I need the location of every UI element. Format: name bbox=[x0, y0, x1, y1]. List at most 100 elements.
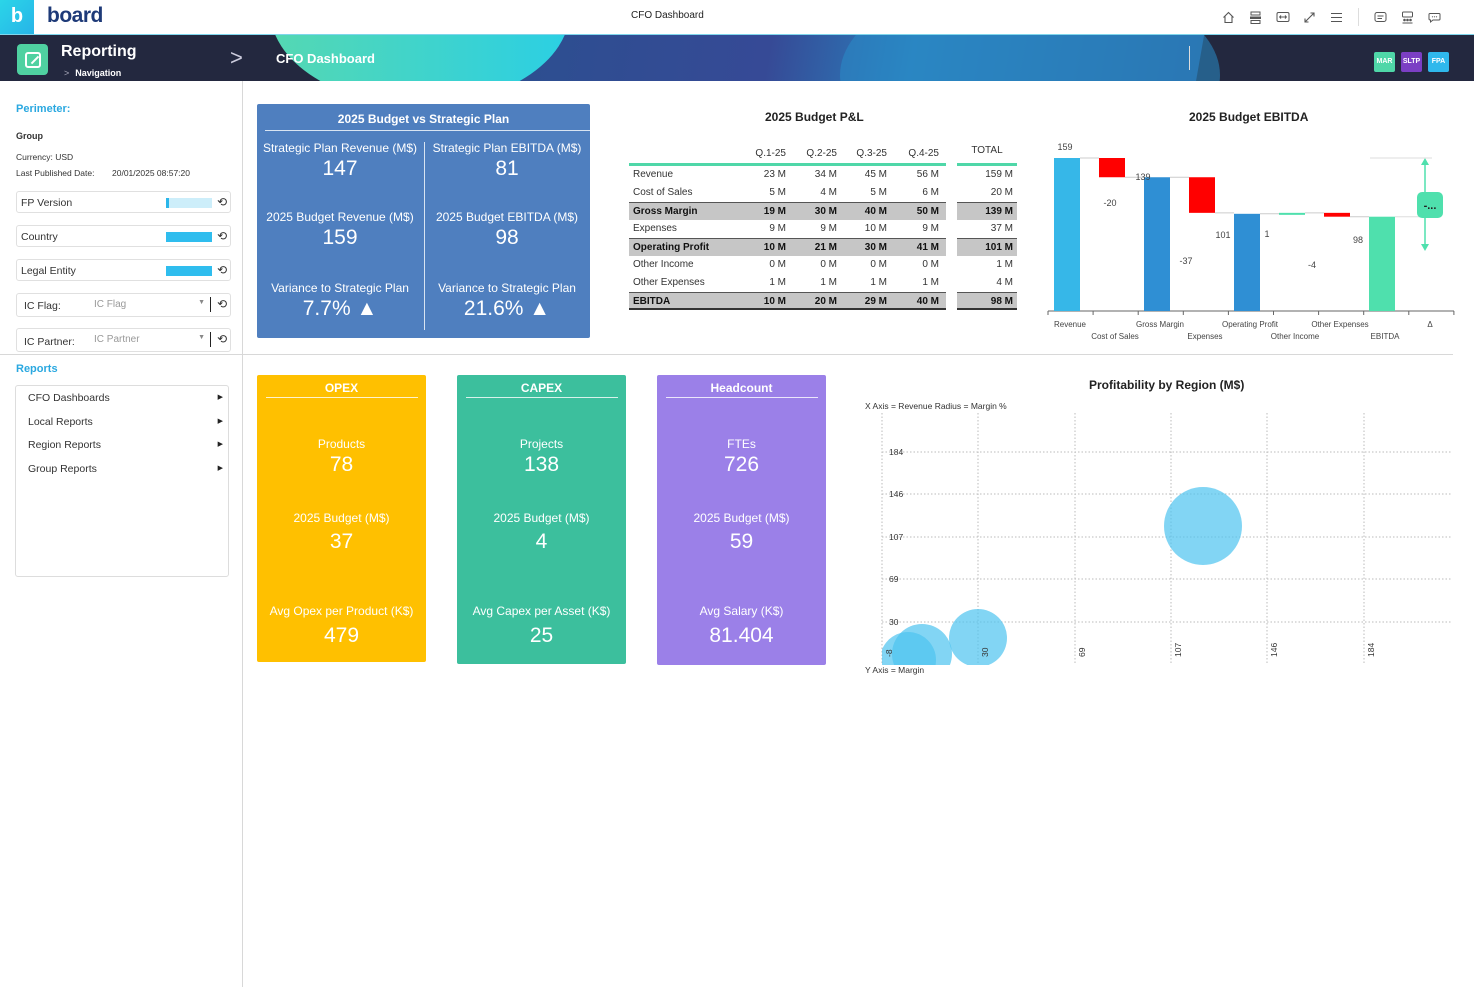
dropdown-divider bbox=[210, 297, 211, 312]
cell-value: 0 M bbox=[769, 259, 786, 270]
group-label: Group bbox=[16, 131, 43, 141]
svg-text:-8: -8 bbox=[884, 649, 894, 657]
menu-item-region-reports[interactable]: Region Reports ▶ bbox=[28, 439, 223, 451]
layout-icon[interactable] bbox=[1248, 10, 1263, 25]
menu-icon[interactable] bbox=[1329, 10, 1344, 25]
filter-label: Legal Entity bbox=[21, 265, 76, 277]
card-metric-label: Projects bbox=[519, 437, 564, 451]
navigation-link[interactable]: > Navigation bbox=[64, 68, 121, 78]
reset-icon[interactable]: ⟲ bbox=[216, 195, 227, 209]
kpi-label: 2025 Budget EBITDA (M$) bbox=[435, 210, 579, 224]
fullscreen-icon[interactable] bbox=[1302, 10, 1317, 25]
svg-text:69: 69 bbox=[889, 574, 899, 584]
cell-value: 9 M bbox=[769, 223, 786, 234]
total-value: 4 M bbox=[996, 277, 1013, 288]
brand-logo: board bbox=[47, 4, 103, 27]
menu-item-cfo-dashboards[interactable]: CFO Dashboards ▶ bbox=[28, 392, 223, 404]
caption-icon[interactable] bbox=[1373, 10, 1388, 25]
row-main: EBITDA 10 M 20 M 29 M 40 M bbox=[629, 292, 946, 310]
banner-title: Reporting bbox=[61, 43, 137, 60]
section-divider bbox=[0, 354, 1453, 355]
x-axis-label: Gross Margin bbox=[1136, 320, 1184, 329]
title-underline bbox=[266, 397, 418, 398]
row-total: 1 M bbox=[957, 256, 1017, 274]
reset-icon[interactable]: ⟲ bbox=[216, 332, 227, 346]
table-row: Other Income 0 M 0 M 0 M 0 M 1 M bbox=[629, 256, 1017, 274]
card-metric-value: 479 bbox=[323, 624, 360, 647]
card-metric-label: Avg Capex per Asset (K$) bbox=[472, 604, 611, 618]
home-icon[interactable] bbox=[1221, 10, 1236, 25]
banner-divider bbox=[1189, 46, 1190, 70]
reset-icon[interactable]: ⟲ bbox=[216, 263, 227, 277]
svg-text:184: 184 bbox=[1366, 643, 1376, 657]
card-opex: OPEX Products 78 2025 Budget (M$) 37 Avg Opex… bbox=[257, 375, 426, 662]
selection-bar[interactable] bbox=[166, 266, 212, 276]
reset-icon[interactable]: ⟲ bbox=[216, 229, 227, 243]
svg-text:X Axis = Revenue Radius = Marg: X Axis = Revenue Radius = Margin % bbox=[865, 401, 1007, 411]
svg-text:30: 30 bbox=[889, 617, 899, 627]
dropdown-arrow-icon[interactable]: ▼ bbox=[198, 299, 205, 306]
total-value: 98 M bbox=[990, 296, 1013, 307]
selection-bar[interactable] bbox=[166, 232, 212, 242]
comment-icon[interactable] bbox=[1427, 10, 1442, 25]
svg-text:30: 30 bbox=[980, 647, 990, 657]
tag-mar[interactable]: MAR bbox=[1374, 52, 1395, 72]
row-total: 20 M bbox=[957, 184, 1017, 202]
table-row: Cost of Sales 5 M 4 M 5 M 6 M 20 M bbox=[629, 184, 1017, 202]
cell-value: 6 M bbox=[922, 187, 939, 198]
cell-value: 41 M bbox=[916, 242, 939, 253]
fit-width-icon[interactable] bbox=[1275, 10, 1290, 25]
banner-decoration bbox=[840, 35, 1220, 81]
board-logo-icon[interactable]: b bbox=[0, 0, 34, 34]
row-total: 101 M bbox=[957, 238, 1017, 256]
edit-button[interactable] bbox=[17, 44, 48, 75]
navigation-label: Navigation bbox=[75, 68, 122, 78]
svg-text:146: 146 bbox=[1269, 643, 1279, 657]
menu-item-label: Group Reports bbox=[28, 463, 97, 475]
kpi-strategic-ebitda: Strategic Plan EBITDA (M$) 81 bbox=[424, 141, 590, 181]
currency-label: Currency: USD bbox=[16, 152, 74, 162]
row-total: 4 M bbox=[957, 274, 1017, 292]
row-main: Cost of Sales 5 M 4 M 5 M 6 M bbox=[629, 184, 946, 202]
bar-value-label: 159 bbox=[1057, 142, 1072, 152]
filter-legal-entity[interactable]: Legal Entity ⟲ bbox=[16, 259, 231, 281]
selection-bar[interactable] bbox=[166, 198, 212, 208]
card-metric-label: 2025 Budget (M$) bbox=[693, 511, 790, 525]
row-main: Operating Profit 10 M 21 M 30 M 41 M bbox=[629, 238, 946, 256]
filter-ic-partner[interactable]: IC Partner: IC Partner ▼ ⟲ bbox=[16, 328, 231, 352]
dropdown-placeholder[interactable]: IC Partner bbox=[94, 334, 140, 345]
cell-value: 45 M bbox=[864, 169, 887, 180]
cell-value: 56 M bbox=[916, 169, 939, 180]
kpi-value: 81 bbox=[495, 157, 519, 180]
menu-item-group-reports[interactable]: Group Reports ▶ bbox=[28, 463, 223, 475]
card-title: Headcount bbox=[710, 381, 773, 395]
cell-value: 19 M bbox=[763, 206, 786, 217]
table-row: Operating Profit 10 M 21 M 30 M 41 M 101 M bbox=[629, 238, 1017, 256]
bubble-chart-title: Profitability by Region (M$) bbox=[1089, 378, 1245, 392]
bar-value-label: 139 bbox=[1135, 172, 1150, 182]
total-value: 101 M bbox=[985, 242, 1013, 253]
filter-country[interactable]: Country ⟲ bbox=[16, 225, 231, 247]
filter-fp-version[interactable]: FP Version ⟲ bbox=[16, 191, 231, 213]
cell-value: 23 M bbox=[763, 169, 786, 180]
row-main: Revenue 23 M 34 M 45 M 56 M bbox=[629, 166, 946, 184]
kpi-value: 159 bbox=[322, 226, 358, 249]
presentation-icon[interactable] bbox=[1400, 10, 1415, 25]
cell-value: 50 M bbox=[916, 206, 939, 217]
reset-icon[interactable]: ⟲ bbox=[216, 297, 227, 311]
cell-value: 10 M bbox=[864, 223, 887, 234]
tag-sltp[interactable]: SLTP bbox=[1401, 52, 1422, 72]
menu-item-label: CFO Dashboards bbox=[28, 392, 110, 404]
card-title: OPEX bbox=[324, 381, 359, 395]
row-label: Revenue bbox=[633, 169, 674, 180]
perimeter-title: Perimeter: bbox=[16, 103, 71, 115]
dropdown-placeholder[interactable]: IC Flag bbox=[94, 299, 127, 310]
table-row: Revenue 23 M 34 M 45 M 56 M 159 M bbox=[629, 166, 1017, 184]
bar-value-label: -37 bbox=[1179, 256, 1192, 266]
filter-ic-flag[interactable]: IC Flag: IC Flag ▼ ⟲ bbox=[16, 293, 231, 317]
svg-text:107: 107 bbox=[889, 532, 903, 542]
total-value: 20 M bbox=[990, 187, 1013, 198]
tag-fpa[interactable]: FPA bbox=[1428, 52, 1449, 72]
menu-item-local-reports[interactable]: Local Reports ▶ bbox=[28, 416, 223, 428]
dropdown-arrow-icon[interactable]: ▼ bbox=[198, 334, 205, 341]
